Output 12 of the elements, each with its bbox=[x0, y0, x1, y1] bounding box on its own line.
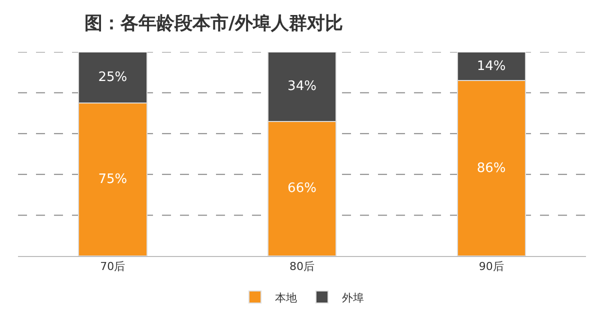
chart-title: 图：各年龄段本市/外埠人群对比 bbox=[84, 12, 344, 34]
data-label: 14% bbox=[476, 58, 506, 74]
legend-label: 外埠 bbox=[342, 291, 364, 304]
data-label: 75% bbox=[98, 172, 128, 187]
data-label: 25% bbox=[98, 70, 128, 85]
x-tick-label: 80后 bbox=[290, 260, 314, 274]
legend-label: 本地 bbox=[275, 291, 297, 304]
data-label: 34% bbox=[288, 79, 316, 94]
x-tick-label: 70后 bbox=[100, 260, 126, 274]
data-label: 66% bbox=[288, 181, 316, 196]
data-label: 86% bbox=[476, 160, 506, 176]
x-tick-label: 90后 bbox=[478, 260, 504, 274]
